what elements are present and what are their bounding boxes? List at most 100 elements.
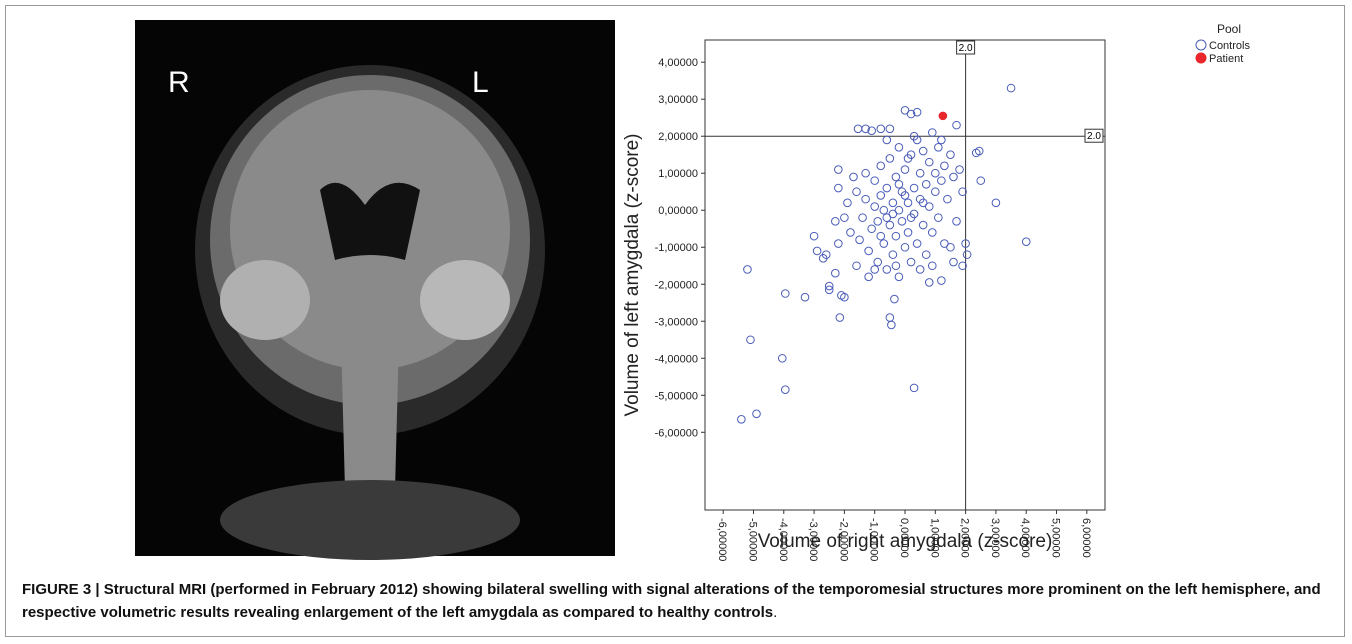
point <box>894 180 904 189</box>
x-tick-label: 3,00000 <box>989 518 1001 558</box>
x-tick-label: -3,00000 <box>807 518 819 561</box>
point <box>870 202 879 211</box>
y-tick-label: -1,00000 <box>655 242 698 254</box>
point <box>1006 83 1016 93</box>
point <box>890 294 899 304</box>
figure: R L 4,00000 3,00000 2,00000 1,00000 0,00000 -… <box>135 20 1250 561</box>
y-axis-label: Volume of left amygdala (z-score) <box>622 133 643 416</box>
point <box>870 176 879 185</box>
x-tick-label: 0,00000 <box>898 518 910 558</box>
chart-background <box>624 20 1164 556</box>
x-tick-label: -4,00000 <box>777 518 789 561</box>
legend-marker <box>1195 39 1207 51</box>
point <box>855 235 864 245</box>
reference-label: 2.0 <box>959 43 973 54</box>
point <box>846 228 855 237</box>
y-tick-label: 3,00000 <box>658 94 698 106</box>
point <box>882 183 892 193</box>
point <box>918 220 928 230</box>
point <box>891 261 901 271</box>
point <box>781 289 790 298</box>
side-label: R <box>168 66 190 99</box>
point <box>891 231 901 241</box>
caption-bold: FIGURE 3 | Structural MRI (performed in … <box>22 581 1321 621</box>
point <box>924 157 934 167</box>
point <box>931 168 940 178</box>
mri-image: R L <box>135 20 615 560</box>
point <box>924 202 934 211</box>
point <box>870 265 879 274</box>
point <box>1021 237 1031 246</box>
legend-label: Controls <box>1209 40 1250 52</box>
point <box>909 131 919 141</box>
point <box>867 224 876 234</box>
point <box>894 272 904 282</box>
point <box>812 246 822 256</box>
point <box>938 111 948 121</box>
point <box>940 161 949 171</box>
point <box>867 126 876 135</box>
point <box>746 335 755 345</box>
point <box>824 285 834 295</box>
point <box>858 213 867 222</box>
point <box>781 385 790 395</box>
point <box>876 161 886 171</box>
point <box>918 198 928 208</box>
point <box>937 135 946 145</box>
point <box>861 194 870 204</box>
x-tick-label: -2,00000 <box>837 518 849 561</box>
point <box>961 239 970 248</box>
point <box>943 194 952 204</box>
point <box>879 239 889 248</box>
reference-label-box <box>956 40 976 55</box>
x-tick-label: 5,00000 <box>1050 518 1062 558</box>
point <box>882 135 892 145</box>
x-tick-label: -6,00000 <box>716 518 728 561</box>
point <box>882 213 892 222</box>
point <box>940 239 949 248</box>
point <box>934 143 943 152</box>
point <box>927 228 937 237</box>
point <box>912 239 922 248</box>
point <box>955 165 964 174</box>
point <box>876 231 886 241</box>
figure-frame <box>5 5 1345 637</box>
point <box>952 120 961 130</box>
legend-title: Pool <box>1217 22 1241 36</box>
point <box>937 176 946 185</box>
point <box>885 124 895 134</box>
point <box>946 150 955 160</box>
point <box>849 172 858 182</box>
point <box>915 168 925 178</box>
left-temporal <box>220 260 310 340</box>
point <box>934 213 943 222</box>
point <box>962 250 972 259</box>
x-tick-label: 1,00000 <box>928 518 940 558</box>
y-tick-label: -3,00000 <box>655 316 698 328</box>
point <box>894 205 904 215</box>
y-tick-label: -2,00000 <box>655 279 698 291</box>
point <box>834 239 843 248</box>
point <box>831 268 840 278</box>
x-tick-label: -5,00000 <box>746 518 758 561</box>
point <box>864 272 873 282</box>
y-tick-label: 1,00000 <box>658 168 698 180</box>
point <box>882 265 892 274</box>
point <box>946 242 955 252</box>
point <box>891 172 901 182</box>
point <box>888 250 898 259</box>
point <box>837 291 846 300</box>
point <box>843 198 852 208</box>
point <box>888 209 898 219</box>
caption-end: . <box>773 604 778 621</box>
point <box>885 220 895 230</box>
point <box>876 191 886 200</box>
point <box>873 257 883 267</box>
point <box>864 246 873 256</box>
y-tick-label: -5,00000 <box>655 390 698 402</box>
point <box>900 242 910 252</box>
point <box>897 217 907 226</box>
legend-marker <box>1195 52 1207 64</box>
point <box>927 261 937 271</box>
